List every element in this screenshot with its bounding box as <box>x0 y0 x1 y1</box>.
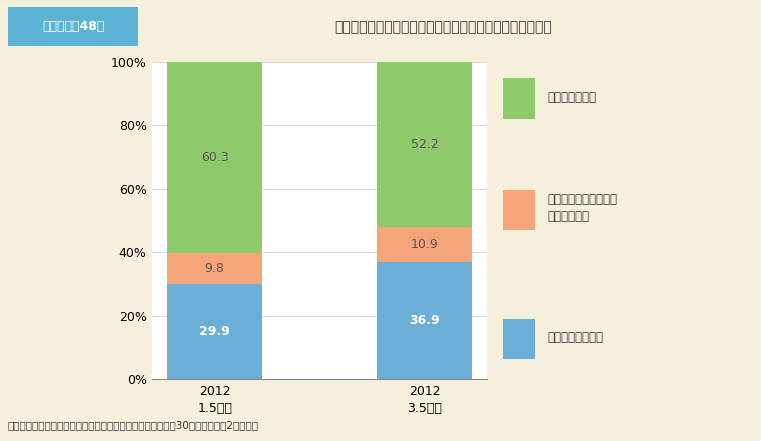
Bar <box>503 190 535 230</box>
Bar <box>167 284 262 379</box>
Bar <box>377 262 472 379</box>
Text: 52.2: 52.2 <box>411 138 438 151</box>
Text: テニュア雇用の者: テニュア雇用の者 <box>547 331 603 344</box>
Bar <box>503 319 535 359</box>
Bar <box>167 253 262 284</box>
Bar <box>503 78 535 119</box>
Text: 大学等と公的研究機関に雇用される者の任期制雇用の状況: 大学等と公的研究機関に雇用される者の任期制雇用の状況 <box>334 20 552 34</box>
Text: テニュアトラック制に
よる雇用の者: テニュアトラック制に よる雇用の者 <box>547 193 617 223</box>
Text: 36.9: 36.9 <box>409 314 440 327</box>
Bar <box>377 228 472 262</box>
Bar <box>167 62 262 253</box>
FancyBboxPatch shape <box>8 7 138 46</box>
Text: 10.9: 10.9 <box>411 238 438 251</box>
Text: 資料：科学技術・学術政策研究所「博士人材追跡調査（平成30年２月）」第2次報告書: 資料：科学技術・学術政策研究所「博士人材追跡調査（平成30年２月）」第2次報告書 <box>8 420 259 430</box>
Text: 任期制雇用の者: 任期制雇用の者 <box>547 90 596 104</box>
Bar <box>377 62 472 228</box>
Text: 9.8: 9.8 <box>205 262 224 275</box>
Text: 29.9: 29.9 <box>199 325 230 338</box>
Text: 60.3: 60.3 <box>201 151 228 164</box>
Text: 第１－１－48図: 第１－１－48図 <box>42 20 104 34</box>
